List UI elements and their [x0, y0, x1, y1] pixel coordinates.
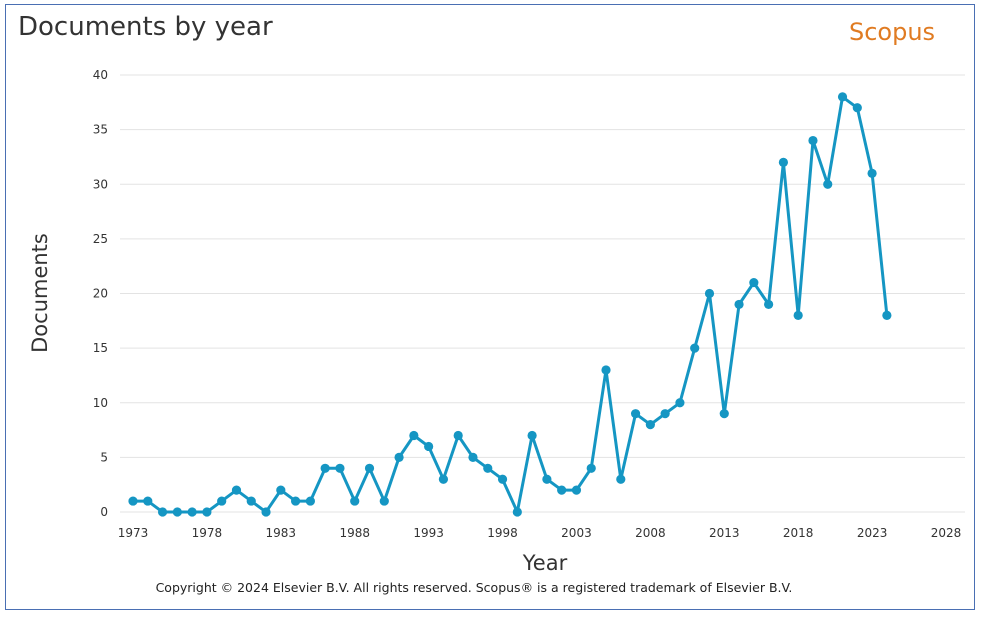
- series-points: [128, 92, 892, 517]
- data-point-2018[interactable]: [793, 310, 803, 320]
- y-tick-label: 40: [93, 68, 108, 82]
- data-point-2009[interactable]: [660, 409, 670, 419]
- data-point-1977[interactable]: [187, 507, 197, 517]
- y-tick-label: 10: [93, 396, 108, 410]
- data-point-1983[interactable]: [276, 485, 286, 495]
- data-point-2003[interactable]: [571, 485, 582, 495]
- x-tick-label: 2028: [931, 526, 962, 540]
- data-point-1975[interactable]: [157, 507, 168, 517]
- data-point-2011[interactable]: [690, 343, 700, 353]
- y-axis-title: Documents: [28, 233, 52, 353]
- data-point-2001[interactable]: [542, 474, 552, 484]
- x-tick-label: 2018: [783, 526, 814, 540]
- data-point-1986[interactable]: [320, 463, 330, 473]
- y-axis-ticks: 0 5 10 15 20 25 30 35 40: [93, 68, 108, 519]
- x-axis-ticks: 1973 1978 1983 1988 1993 1998 2003 2008 2013 2018…: [118, 526, 962, 540]
- data-point-2024[interactable]: [882, 310, 892, 320]
- y-tick-label: 25: [93, 232, 108, 246]
- data-point-1991[interactable]: [394, 452, 404, 462]
- data-point-2006[interactable]: [616, 474, 626, 484]
- data-point-1981[interactable]: [246, 496, 256, 506]
- scopus-logo: Scopus: [849, 18, 936, 46]
- data-point-2015[interactable]: [749, 277, 759, 288]
- x-tick-label: 1998: [487, 526, 518, 540]
- x-tick-label: 1988: [339, 526, 370, 540]
- x-tick-label: 2013: [709, 526, 740, 540]
- data-point-2023[interactable]: [867, 168, 877, 178]
- chart-title: Documents by year: [18, 12, 273, 42]
- data-point-2022[interactable]: [852, 103, 862, 113]
- copyright-notice: Copyright © 2024 Elsevier B.V. All right…: [155, 580, 793, 595]
- data-point-2008[interactable]: [645, 420, 655, 430]
- x-tick-label: 1993: [413, 526, 444, 540]
- data-point-2002[interactable]: [557, 485, 567, 495]
- series-line-group: [131, 95, 889, 514]
- data-point-1990[interactable]: [379, 496, 389, 506]
- y-tick-label: 5: [100, 450, 108, 464]
- data-point-1999[interactable]: [512, 507, 522, 517]
- x-tick-label: 1978: [192, 526, 223, 540]
- data-point-1987[interactable]: [335, 463, 345, 473]
- data-point-2000[interactable]: [527, 430, 537, 441]
- data-point-2010[interactable]: [675, 398, 685, 408]
- y-tick-label: 0: [100, 505, 108, 519]
- data-point-1976[interactable]: [172, 507, 182, 517]
- data-point-2016[interactable]: [764, 299, 774, 310]
- data-point-2014[interactable]: [734, 299, 744, 310]
- data-point-2019[interactable]: [808, 135, 818, 146]
- data-point-1998[interactable]: [497, 474, 508, 484]
- data-point-2017[interactable]: [778, 157, 789, 167]
- x-tick-label: 1973: [118, 526, 149, 540]
- x-tick-label: 2003: [561, 526, 592, 540]
- data-point-1992[interactable]: [409, 430, 419, 441]
- y-tick-label: 20: [93, 287, 108, 301]
- data-point-2005[interactable]: [601, 365, 611, 375]
- data-point-1994[interactable]: [438, 474, 449, 484]
- data-point-1985[interactable]: [305, 496, 315, 506]
- data-point-2012[interactable]: [704, 288, 715, 299]
- data-point-2007[interactable]: [630, 409, 641, 419]
- y-tick-label: 15: [93, 341, 108, 355]
- data-point-2004[interactable]: [586, 463, 596, 473]
- x-tick-label: 2008: [635, 526, 666, 540]
- data-point-1993[interactable]: [424, 441, 434, 452]
- y-tick-label: 35: [93, 123, 108, 137]
- x-tick-label: 1983: [266, 526, 297, 540]
- y-tick-label: 30: [93, 177, 108, 191]
- chart-frame: [5, 4, 975, 610]
- data-point-2013[interactable]: [719, 409, 729, 419]
- data-point-1997[interactable]: [483, 463, 493, 473]
- x-tick-label: 2023: [857, 526, 888, 540]
- data-point-1982[interactable]: [261, 507, 271, 517]
- data-point-2021[interactable]: [837, 92, 848, 102]
- data-point-1984[interactable]: [291, 496, 301, 506]
- data-point-1978[interactable]: [202, 507, 212, 517]
- data-point-2020[interactable]: [823, 179, 833, 189]
- data-point-1995[interactable]: [453, 430, 463, 441]
- data-point-1989[interactable]: [364, 463, 375, 473]
- data-point-1988[interactable]: [350, 496, 360, 506]
- gridlines: [120, 74, 965, 513]
- data-point-1979[interactable]: [217, 496, 227, 506]
- x-axis-title: Year: [522, 551, 568, 575]
- series-line: [131, 95, 889, 514]
- data-point-1980[interactable]: [231, 485, 242, 495]
- data-point-1973[interactable]: [128, 496, 138, 506]
- data-point-1996[interactable]: [468, 452, 478, 462]
- data-point-1974[interactable]: [143, 496, 153, 506]
